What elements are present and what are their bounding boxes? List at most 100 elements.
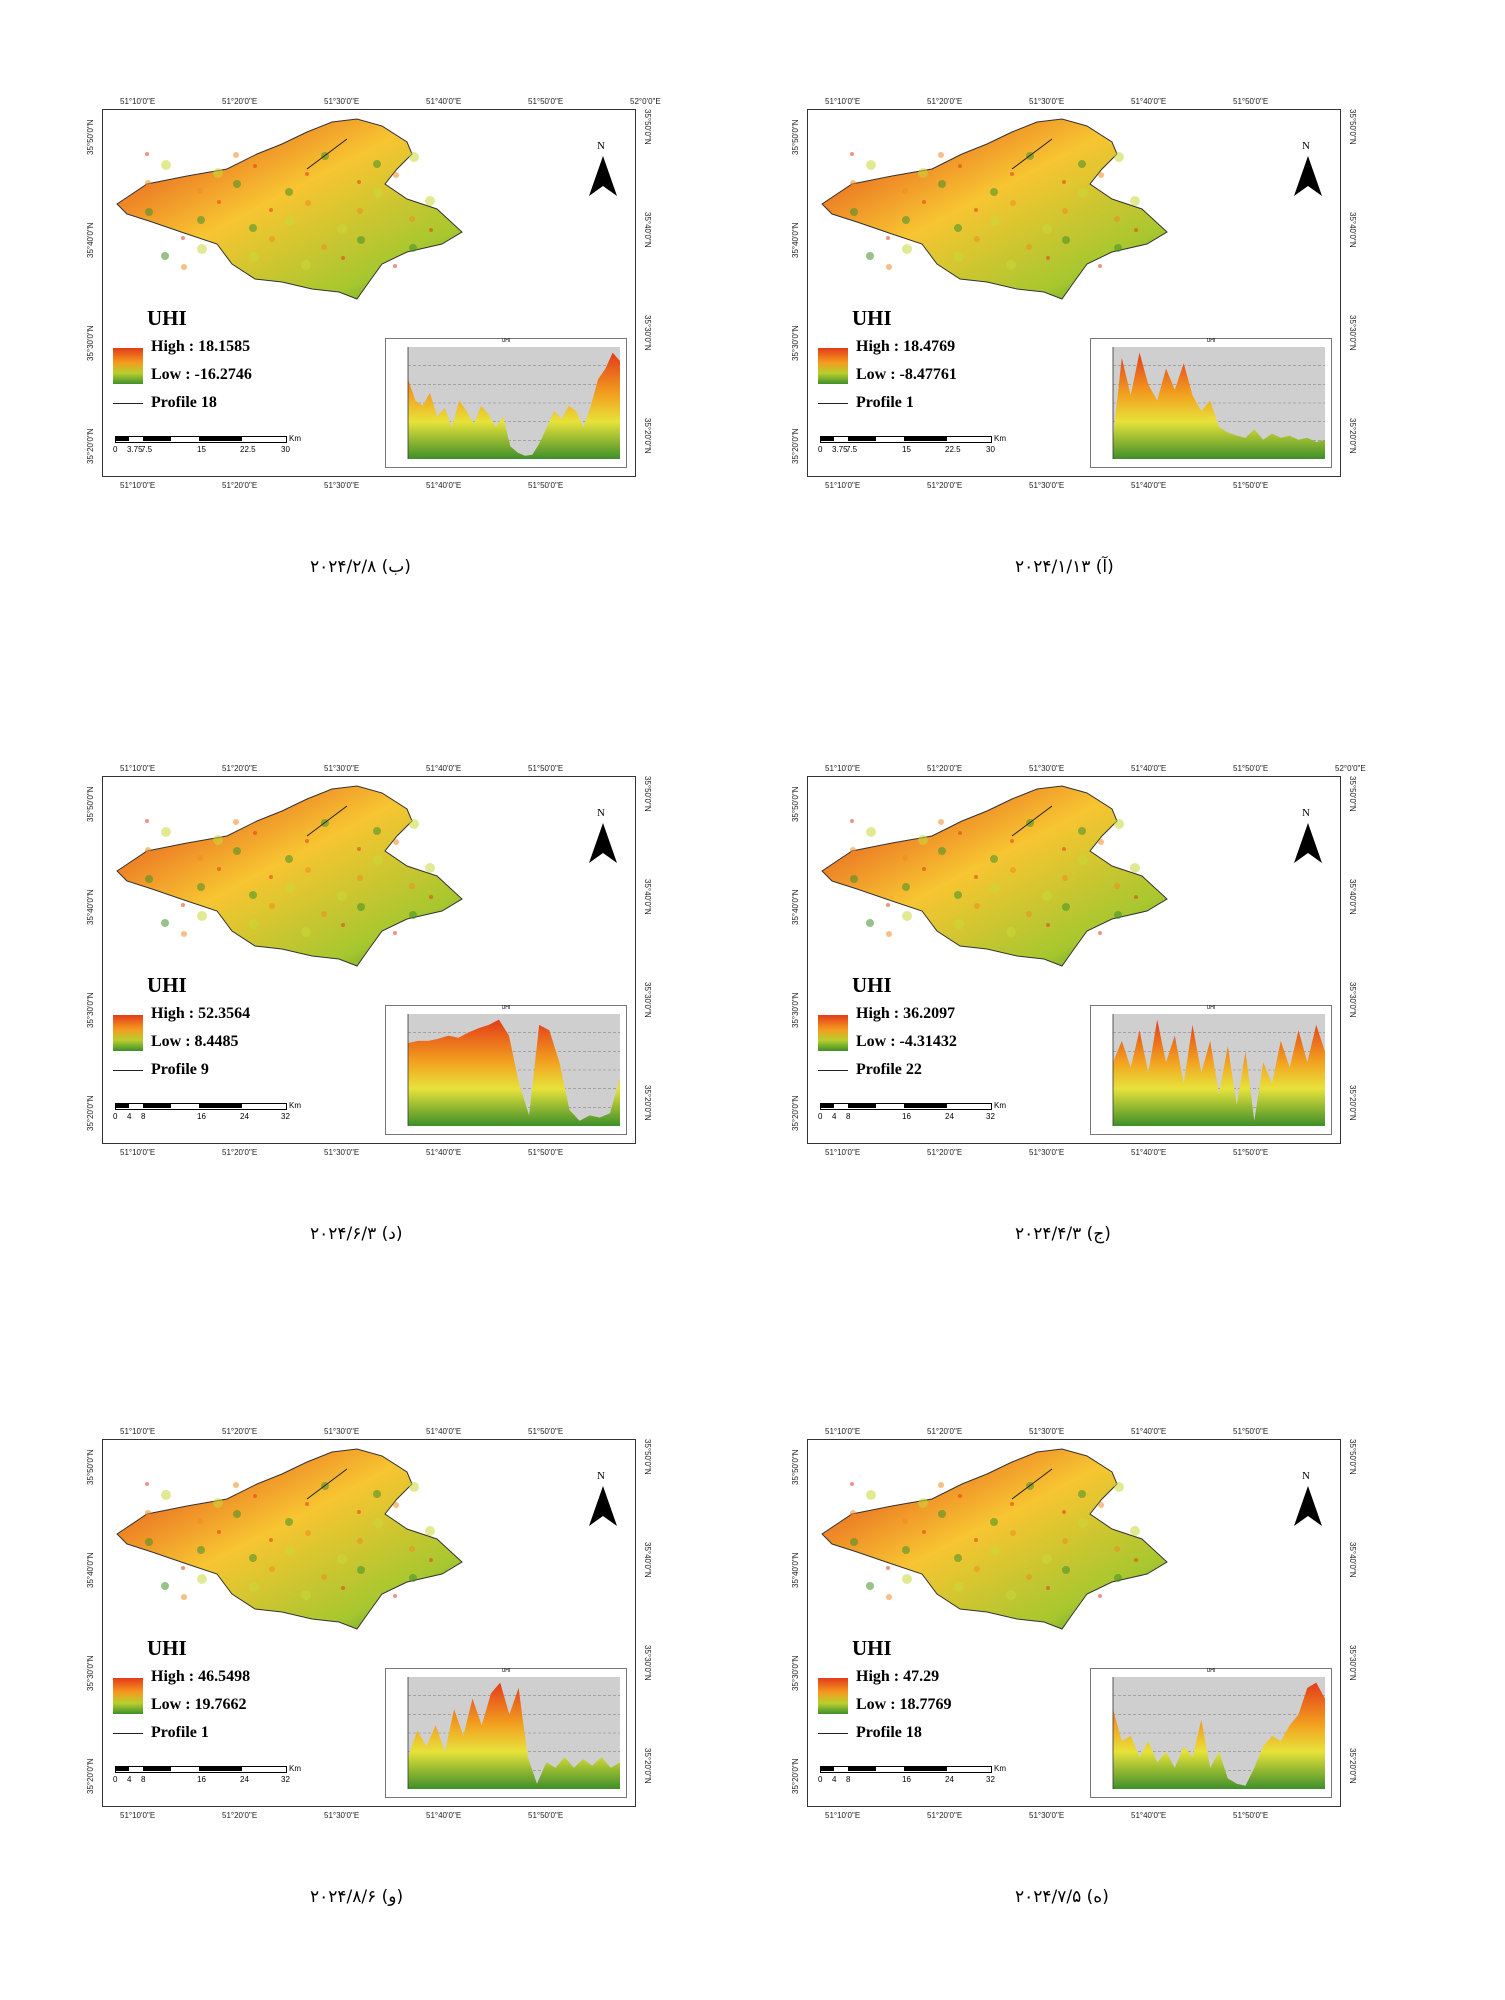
uhi-patch — [958, 164, 962, 168]
bottom-longitude-label: 51°20'0"E — [927, 1811, 963, 1820]
legend-color-ramp — [818, 1678, 848, 1714]
uhi-patch — [1010, 1502, 1014, 1506]
map-panel-d: 51°10'0"E 51°20'0"E 51°30'0"E 51°40'0"E 51°5… — [80, 762, 660, 1297]
uhi-patch — [866, 252, 874, 260]
scale-bar-tick-label: 4 — [127, 1112, 132, 1121]
scale-bar-segment — [115, 1103, 129, 1108]
left-latitude-label: 35°20'0"N — [791, 428, 800, 464]
left-latitude-label: 35°30'0"N — [86, 325, 95, 361]
uhi-patch — [1098, 172, 1104, 178]
profile-line-symbol — [113, 1069, 143, 1071]
legend-profile: Profile 22 — [818, 1061, 922, 1079]
uhi-patch — [1098, 839, 1104, 845]
right-latitude-label: 35°20'0"N — [643, 1085, 652, 1121]
uhi-patch — [974, 875, 978, 879]
scale-bar-tick-label: 4 — [127, 1775, 132, 1784]
scale-bar-tick-label: 0 — [818, 1112, 823, 1121]
uhi-patch — [1006, 1590, 1016, 1600]
city-boundary — [116, 1448, 463, 1630]
uhi-patch — [181, 903, 185, 907]
top-longitude-label: 51°10'0"E — [120, 764, 156, 773]
profile-line — [1011, 805, 1053, 837]
uhi-patch — [305, 839, 309, 843]
legend-profile-label: Profile 9 — [151, 1061, 209, 1078]
uhi-patch — [1114, 216, 1120, 222]
uhi-patch — [1010, 1530, 1016, 1536]
legend-high: High : 47.29 — [856, 1668, 940, 1685]
profile-line-symbol — [818, 1069, 848, 1071]
uhi-patch — [285, 883, 295, 893]
right-latitude-label: 35°30'0"N — [643, 315, 652, 351]
scale-bar-tick-label: 24 — [945, 1112, 954, 1121]
uhi-patch — [918, 1498, 928, 1508]
legend-profile: Profile 1 — [113, 1724, 209, 1742]
legend-low: Low : 8.4485 — [151, 1033, 239, 1050]
profile-area — [408, 1019, 620, 1126]
uhi-patch — [393, 839, 399, 845]
uhi-patch — [357, 236, 365, 244]
scale-bar-tick-label: 30 — [986, 445, 995, 454]
city-boundary — [821, 118, 1168, 300]
uhi-patch — [974, 1566, 980, 1572]
map-frame: 51°10'0"E 51°20'0"E 51°30'0"E 51°40'0"E 51°5… — [80, 1425, 660, 1835]
uhi-patch — [1062, 1566, 1070, 1574]
uhi-patch — [1010, 839, 1014, 843]
profile-chart-title: UHI — [501, 1005, 511, 1011]
scale-bar-segment — [820, 1103, 834, 1108]
scale-bar-tick-label: 32 — [986, 1112, 995, 1121]
top-longitude-label: 51°10'0"E — [825, 97, 861, 106]
uhi-patch — [409, 1482, 419, 1492]
scale-bar-unit: Km — [289, 1764, 301, 1773]
map-panel-b: 51°10'0"E 51°20'0"E 51°30'0"E 51°40'0"E 51°5… — [80, 95, 661, 630]
uhi-patch — [922, 200, 926, 204]
legend-low: Low : -8.47761 — [856, 366, 957, 383]
top-longitude-label: 51°20'0"E — [222, 97, 258, 106]
panel-caption: (و) ۲۰۲۴/۸/۶ — [310, 1887, 404, 1907]
bottom-longitude-label: 51°30'0"E — [324, 1148, 360, 1157]
uhi-patch — [409, 244, 417, 252]
uhi-patch — [1078, 1518, 1088, 1528]
scale-bar-tick-label: 16 — [902, 1775, 911, 1784]
bottom-longitude-label: 51°50'0"E — [1233, 481, 1269, 490]
scale-bar: 0 4 8 16 24 32 Km — [113, 1764, 315, 1790]
uhi-patch — [269, 1538, 273, 1542]
uhi-patch — [213, 835, 223, 845]
profile-line — [306, 138, 348, 170]
bottom-longitude-label: 51°30'0"E — [1029, 1148, 1065, 1157]
bottom-longitude-label: 51°40'0"E — [426, 1148, 462, 1157]
profile-chart-plot — [1112, 1014, 1325, 1126]
uhi-patch — [217, 867, 221, 871]
north-label: N — [1302, 1470, 1310, 1482]
scale-bar-segment — [199, 1103, 242, 1108]
profile-line — [306, 1468, 348, 1500]
north-arrow-icon — [1294, 156, 1322, 196]
uhi-patch — [285, 188, 293, 196]
uhi-patch — [181, 1594, 187, 1600]
scale-bar: 0 4 8 16 24 32 Km — [818, 1764, 1020, 1790]
left-latitude-label: 35°50'0"N — [791, 1449, 800, 1485]
uhi-patch — [1078, 160, 1086, 168]
scale-bar-segment — [904, 1103, 947, 1108]
uhi-patch — [305, 172, 309, 176]
top-longitude-label: 51°40'0"E — [426, 1427, 462, 1436]
uhi-patch — [145, 152, 149, 156]
uhi-patch — [285, 1518, 293, 1526]
uhi-patch — [337, 891, 347, 901]
uhi-patch — [954, 1554, 962, 1562]
uhi-patch — [161, 919, 169, 927]
uhi-patch — [425, 863, 435, 873]
profile-chart-plot — [407, 1677, 620, 1789]
uhi-patch — [197, 244, 207, 254]
left-latitude-label: 35°40'0"N — [86, 222, 95, 258]
right-latitude-label: 35°50'0"N — [643, 776, 652, 812]
scale-bar-tick-label: 3.75 — [832, 445, 848, 454]
uhi-patch — [1046, 923, 1050, 927]
uhi-patch — [886, 236, 890, 240]
profile-chart: UHI — [1090, 1005, 1332, 1135]
uhi-patch — [145, 875, 153, 883]
uhi-patch — [902, 216, 910, 224]
uhi-patch — [425, 1526, 435, 1536]
uhi-patch — [1062, 208, 1068, 214]
left-latitude-label: 35°20'0"N — [86, 428, 95, 464]
profile-area — [1113, 352, 1325, 459]
